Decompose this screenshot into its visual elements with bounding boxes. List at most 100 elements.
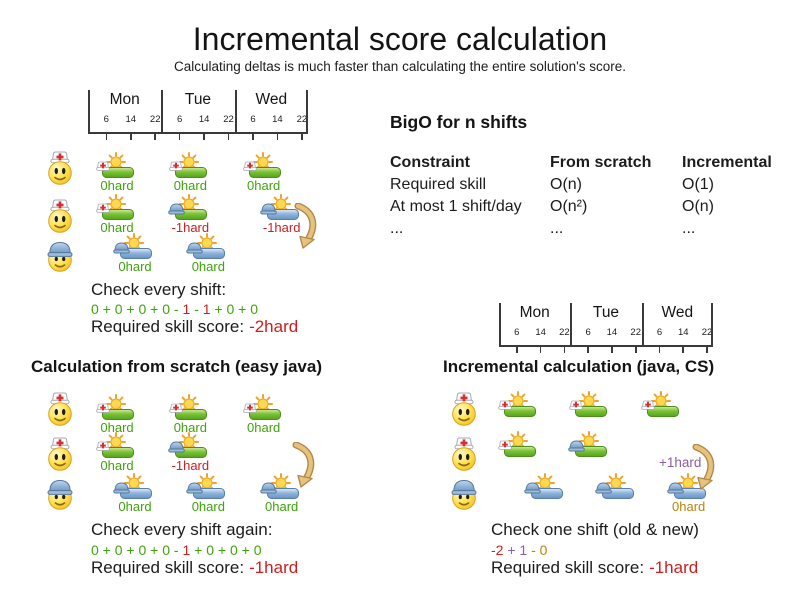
- score-line: Required skill score: -1hard: [91, 558, 298, 578]
- sun-icon-wrap: [197, 233, 218, 253]
- timeline-separator: [499, 303, 501, 345]
- hard-hat-icon: [524, 482, 541, 494]
- hard-hat-icon-wrap: [168, 202, 186, 220]
- builder-face: [451, 477, 477, 515]
- nurse-cap-icon: [242, 403, 257, 413]
- timeline-hour-label: 22: [701, 327, 713, 338]
- shift-bar: [602, 488, 635, 499]
- timeline-separator: [306, 90, 308, 132]
- bigo-header-cell: Incremental: [682, 154, 772, 171]
- nurse-face-icon: [48, 151, 72, 185]
- timeline-hour-label: 14: [677, 327, 689, 338]
- nurse-face-icon: [452, 392, 476, 426]
- bigo-cell: O(n): [550, 176, 582, 193]
- shift-icon: [569, 391, 610, 430]
- timeline-tick: [178, 134, 181, 140]
- sun-icon: [179, 194, 200, 214]
- shift-icon: 0hard: [96, 432, 137, 473]
- shift-icon: 0hard: [666, 473, 709, 514]
- nurse-face-icon: [48, 437, 72, 471]
- shift-icon: -1hard: [259, 194, 302, 235]
- hard-hat-icon: [113, 242, 130, 254]
- shift-bar: [102, 209, 134, 220]
- shift-score-label: 0hard: [100, 220, 134, 235]
- shift-icon: 0hard: [96, 152, 137, 193]
- bigo-cell: ...: [390, 220, 404, 237]
- score-label: Required skill score:: [91, 558, 245, 577]
- move-arrow: [292, 441, 318, 488]
- shift-bar: [673, 488, 706, 499]
- bigo-cell: O(n): [682, 198, 714, 215]
- timeline-tick: [105, 134, 108, 140]
- bigo-title: BigO for n shifts: [390, 112, 528, 132]
- builder-face: [47, 239, 73, 277]
- timeline-tick: [611, 347, 613, 353]
- timeline-separator: [88, 90, 90, 132]
- shift-bar: [531, 488, 563, 499]
- shift-score-label: 0hard: [191, 499, 225, 514]
- timeline-hour-label: 6: [250, 114, 256, 125]
- hard-hat-icon-wrap: [113, 481, 130, 499]
- timeline-separator: [234, 90, 237, 132]
- builder-face: [47, 477, 73, 515]
- shift-icon: 0hard: [259, 473, 302, 514]
- page-subtitle: Calculating deltas is much faster than c…: [173, 59, 627, 74]
- timeline-hour-label: 22: [223, 114, 234, 125]
- shift-score-label: 0hard: [118, 259, 152, 274]
- shift-bar: [504, 446, 536, 457]
- builder-face-icon: [451, 479, 477, 510]
- nurse-face-icon: [48, 199, 72, 233]
- timeline-tick: [276, 134, 279, 140]
- hard-hat-icon-wrap: [524, 481, 541, 499]
- score-line: Required skill score: -2hard: [91, 317, 298, 337]
- shift-icon: 0hard: [113, 473, 155, 514]
- shift-bar: [175, 209, 208, 220]
- nurse-face-icon: [452, 437, 476, 471]
- nurse-cap-icon-wrap: [242, 402, 258, 420]
- shift-icon: 0hard: [242, 394, 284, 435]
- shift-bar: [248, 167, 281, 178]
- timeline-separator: [161, 90, 164, 132]
- bigo-cell: Required skill: [390, 176, 487, 193]
- timeline-tick: [658, 347, 661, 353]
- timeline-hour-label: 22: [149, 114, 161, 125]
- shift-bar: [646, 406, 679, 417]
- shift-score-label: -1hard: [171, 220, 210, 235]
- bigo-header-cell: From scratch: [550, 154, 652, 171]
- check-instruction: Check every shift:: [91, 280, 227, 299]
- nurse-cap-icon-wrap: [95, 402, 111, 420]
- nurse-face-icon: [48, 392, 72, 426]
- timeline-day-label: Wed: [255, 91, 288, 108]
- timeline-hour-label: 6: [103, 114, 109, 125]
- timeline-day-label: Wed: [661, 304, 694, 321]
- shift-score-label: -1hard: [171, 458, 210, 473]
- timeline-tick: [252, 134, 254, 140]
- sun-icon: [508, 391, 528, 411]
- formula-segment: 1: [182, 301, 191, 317]
- bigo-cell: O(n²): [550, 198, 588, 215]
- builder-face-icon: [47, 479, 73, 510]
- timeline-separator: [570, 303, 573, 345]
- shift-bar: [175, 409, 208, 420]
- shift-score-label: 0hard: [191, 259, 225, 274]
- nurse-cap-icon-wrap: [242, 160, 258, 178]
- formula-segment: 1: [182, 542, 191, 558]
- timeline-tick: [227, 134, 230, 140]
- timeline-hour-label: 6: [177, 114, 183, 125]
- timeline-tick: [587, 347, 589, 353]
- sun-icon-wrap: [579, 431, 600, 451]
- shift-icon: [640, 391, 682, 430]
- timeline-day-label: Tue: [184, 91, 212, 108]
- timeline-tick: [301, 134, 303, 140]
- shift-bar: [193, 488, 226, 499]
- nurse-cap-icon: [96, 441, 110, 451]
- shift-score-label: 0hard: [247, 420, 281, 435]
- shift-bar: [575, 406, 608, 417]
- shift-icon: 0hard: [186, 473, 228, 514]
- nurse-cap-icon: [96, 403, 110, 413]
- nurse-face: [47, 435, 73, 476]
- move-arrow: [692, 443, 718, 490]
- nurse-face: [47, 197, 73, 238]
- nurse-face: [47, 149, 73, 190]
